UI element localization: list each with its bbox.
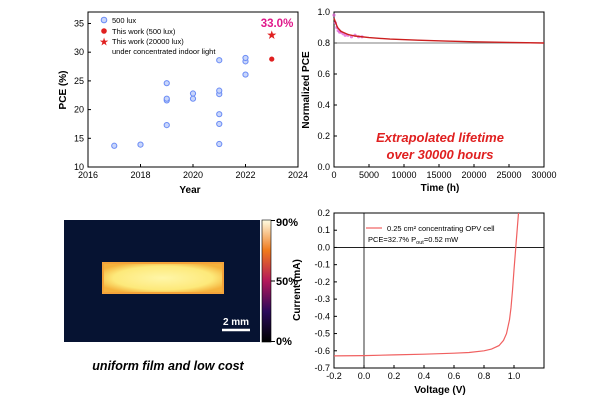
p1-xtick-label: 2018 (130, 170, 150, 180)
p1-legend-0: 500 lux (112, 16, 136, 25)
p1-point-500lux (216, 57, 223, 64)
film-image-panel: 2 mm 90% 50% 0% uniform film and low cos… (64, 217, 298, 373)
p2-ylabel: Normalized PCE (301, 51, 312, 129)
p1-point-500lux (216, 87, 223, 94)
p4-ytick-label: -0.4 (314, 311, 330, 321)
p1-ticks: 2016 2018 2020 2022 2024 10 15 20 25 30 35 (74, 18, 308, 180)
colorbar-label-bottom: 0% (276, 336, 292, 348)
p2-xtick-label: 5000 (359, 170, 379, 180)
p2-ytick-label: 0.2 (317, 131, 330, 141)
p1-point-500lux (163, 121, 170, 129)
p4-ytick-label: 0.0 (317, 242, 330, 252)
film-caption: uniform film and low cost (92, 359, 244, 373)
p2-xtick-label: 0 (331, 170, 336, 180)
p4-legend-tail: =0.52 mW (424, 235, 459, 244)
p4-frame (333, 212, 545, 369)
p1-point-500lux (189, 95, 197, 102)
p1-points: ★ (111, 28, 277, 149)
p1-point-500lux (163, 95, 170, 102)
p1-point-500lux (163, 80, 170, 87)
p1-point-this-work-500lux (269, 56, 275, 62)
p1-point-500lux (137, 141, 144, 148)
p1-ytick-label: 35 (74, 18, 84, 28)
p2-ytick-label: 0.0 (317, 162, 330, 172)
p1-xtick-label: 2022 (235, 170, 255, 180)
p1-xtick-label: 2024 (288, 170, 308, 180)
stability-chart: 0 5000 10000 15000 20000 25000 30000 0.0 0.2 0.4 0… (301, 7, 557, 194)
p4-xtick-label: 0.2 (388, 371, 401, 381)
p1-xtick-label: 2016 (78, 170, 98, 180)
p2-measured-point (332, 13, 336, 17)
p4-ytick-label: -0.2 (314, 277, 330, 287)
p4-ytick-label: -0.7 (314, 363, 330, 373)
p2-measured-point (343, 33, 347, 37)
p1-ytick-label: 15 (74, 133, 84, 143)
p1-annotation: 33.0% (261, 18, 294, 30)
p2-ytick-label: 0.8 (317, 38, 330, 48)
p4-xtick-label: 0.8 (478, 371, 491, 381)
p1-point-500lux (189, 90, 197, 97)
p2-ytick-label: 0.6 (317, 69, 330, 79)
p2-xtick-label: 25000 (496, 170, 521, 180)
colorbar-label-mid: 50% (276, 276, 298, 288)
p4-legend-line1: 0.25 cm² concentrating OPV cell (387, 224, 495, 233)
p4-ytick-label: -0.3 (314, 294, 330, 304)
colorbar-label-top: 90% (276, 217, 298, 229)
p1-point-this-work-20000lux: ★ (266, 28, 277, 42)
p1-xlabel: Year (179, 185, 200, 196)
p2-xtick-label: 20000 (461, 170, 486, 180)
legend-filled-circle-icon (101, 28, 107, 34)
p4-xlabel: Voltage (V) (414, 385, 465, 396)
p4-ylabel: Current (mA) (292, 259, 303, 321)
p2-annotation-line2: over 30000 hours (387, 147, 494, 162)
p4-jv-curve (333, 212, 520, 357)
p4-ytick-label: 0.2 (317, 208, 330, 218)
p2-xtick-label: 30000 (531, 170, 556, 180)
p1-point-500lux (216, 111, 223, 118)
p1-point-500lux (216, 140, 223, 148)
p4-xtick-label: 0.4 (418, 371, 431, 381)
p2-annotation-line1: Extrapolated lifetime (376, 130, 504, 145)
p1-point-500lux (242, 71, 249, 78)
p2-ytick-label: 0.4 (317, 100, 330, 110)
p4-xtick-label: -0.2 (326, 371, 342, 381)
legend-open-circle-icon (100, 16, 108, 24)
p4-xtick-label: 0.6 (448, 371, 461, 381)
p1-point-500lux (242, 54, 249, 62)
p1-legend-2: This work (20000 lux) (112, 37, 184, 46)
p4-xtick-label: 0.0 (358, 371, 371, 381)
p4-ticks: -0.2 0.0 0.2 0.4 0.6 0.8 1.00.20.10.0-0.1-0.2-… (314, 208, 520, 381)
p2-xlabel: Time (h) (421, 183, 460, 194)
p4-ytick-label: -0.1 (314, 260, 330, 270)
p1-point-500lux (111, 142, 118, 149)
p4-xtick-label: 1.0 (508, 371, 521, 381)
p4-ytick-label: 0.1 (317, 225, 330, 235)
p1-ytick-label: 25 (74, 76, 84, 86)
p2-xtick-label: 10000 (391, 170, 416, 180)
p4-legend-line2: PCE=32.7% Pout=0.52 mW (368, 235, 459, 246)
film-region (104, 264, 222, 292)
p1-point-500lux (216, 120, 223, 128)
p1-ytick-label: 30 (74, 47, 84, 57)
p2-fit-line (333, 17, 545, 44)
p4-ytick-label: -0.5 (314, 329, 330, 339)
p1-legend-1: This work (500 lux) (112, 27, 176, 36)
p1-ylabel: PCE (%) (58, 71, 69, 110)
p2-ytick-label: 1.0 (317, 7, 330, 17)
p1-legend-3: under concentrated indoor light (112, 47, 216, 56)
colorbar (261, 219, 272, 343)
p1-ytick-label: 20 (74, 105, 84, 115)
jv-chart: -0.2 0.0 0.2 0.4 0.6 0.8 1.00.20.10.0-0.1-0.2-… (292, 208, 545, 396)
p4-legend-main: PCE=32.7% P (368, 235, 416, 244)
legend-star-icon: ★ (99, 37, 109, 49)
p2-xtick-label: 15000 (426, 170, 451, 180)
p1-ytick-label: 10 (74, 162, 84, 172)
p2-ticks: 0 5000 10000 15000 20000 25000 30000 0.0 0.2 0.4 0… (317, 7, 556, 180)
p4-ytick-label: -0.6 (314, 346, 330, 356)
scale-bar-label: 2 mm (223, 317, 249, 328)
p1-xtick-label: 2020 (183, 170, 203, 180)
p4-legend-sub: out (416, 240, 424, 246)
